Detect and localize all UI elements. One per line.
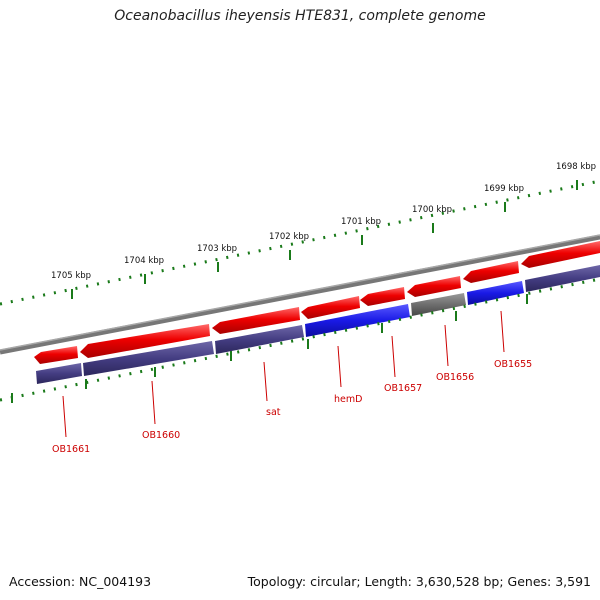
gene-block xyxy=(36,363,82,384)
gene-track xyxy=(36,265,600,384)
gene-leader-line xyxy=(263,361,268,402)
gene-label: OB1660 xyxy=(142,430,180,441)
genome-backbone xyxy=(0,234,600,355)
cds-arrow xyxy=(463,261,519,283)
gene-leader-line xyxy=(500,310,505,353)
gene-leader-line xyxy=(151,380,156,425)
cds-arrow xyxy=(301,296,360,319)
gene-leader-line xyxy=(337,345,342,388)
genome-summary-text: Topology: circular; Length: 3,630,528 bp… xyxy=(247,574,591,589)
gene-label: hemD xyxy=(334,394,362,405)
ruler-label: 1700 kbp xyxy=(412,205,452,215)
gene-labels: OB1661 OB1660 sat hemD OB1657 OB1656 OB1655 xyxy=(52,310,532,455)
cds-arrow xyxy=(407,276,461,297)
ruler-lower xyxy=(0,277,600,402)
gene-label: OB1661 xyxy=(52,444,90,455)
ruler-label: 1703 kbp xyxy=(197,244,237,254)
ruler-label: 1698 kbp xyxy=(556,162,596,172)
gene-label: sat xyxy=(266,407,281,418)
gene-block xyxy=(305,304,410,337)
ruler-label: 1704 kbp xyxy=(124,256,164,266)
cds-track xyxy=(34,241,600,364)
ruler-label: 1702 kbp xyxy=(269,232,309,242)
gene-leader-line xyxy=(62,395,67,438)
gene-block xyxy=(411,293,466,316)
ruler-label: 1699 kbp xyxy=(484,184,524,194)
ruler-dotted-line-lower xyxy=(0,277,600,402)
gene-block xyxy=(83,341,214,376)
genome-backbone-highlight xyxy=(0,234,600,351)
gene-block xyxy=(215,325,304,354)
gene-block xyxy=(467,281,524,305)
gene-block xyxy=(525,265,600,292)
gene-leader-line xyxy=(444,324,449,367)
cds-arrow xyxy=(521,241,600,268)
map-title: Oceanobacillus iheyensis HTE831, complet… xyxy=(114,8,486,24)
ruler-label: 1705 kbp xyxy=(51,271,91,281)
ruler-labels: 1705 kbp 1704 kbp 1703 kbp 1702 kbp 1701 kbp… xyxy=(11,162,596,403)
gene-label: OB1656 xyxy=(436,372,474,383)
cds-arrow xyxy=(360,287,405,306)
cds-arrow xyxy=(80,324,210,358)
accession-text: Accession: NC_004193 xyxy=(9,574,152,589)
ruler-label: 1701 kbp xyxy=(341,217,381,227)
gene-leader-line xyxy=(391,335,396,378)
gene-label: OB1655 xyxy=(494,359,532,370)
cds-arrow xyxy=(34,346,78,364)
gene-label: OB1657 xyxy=(384,383,422,394)
cds-arrow xyxy=(212,307,300,334)
